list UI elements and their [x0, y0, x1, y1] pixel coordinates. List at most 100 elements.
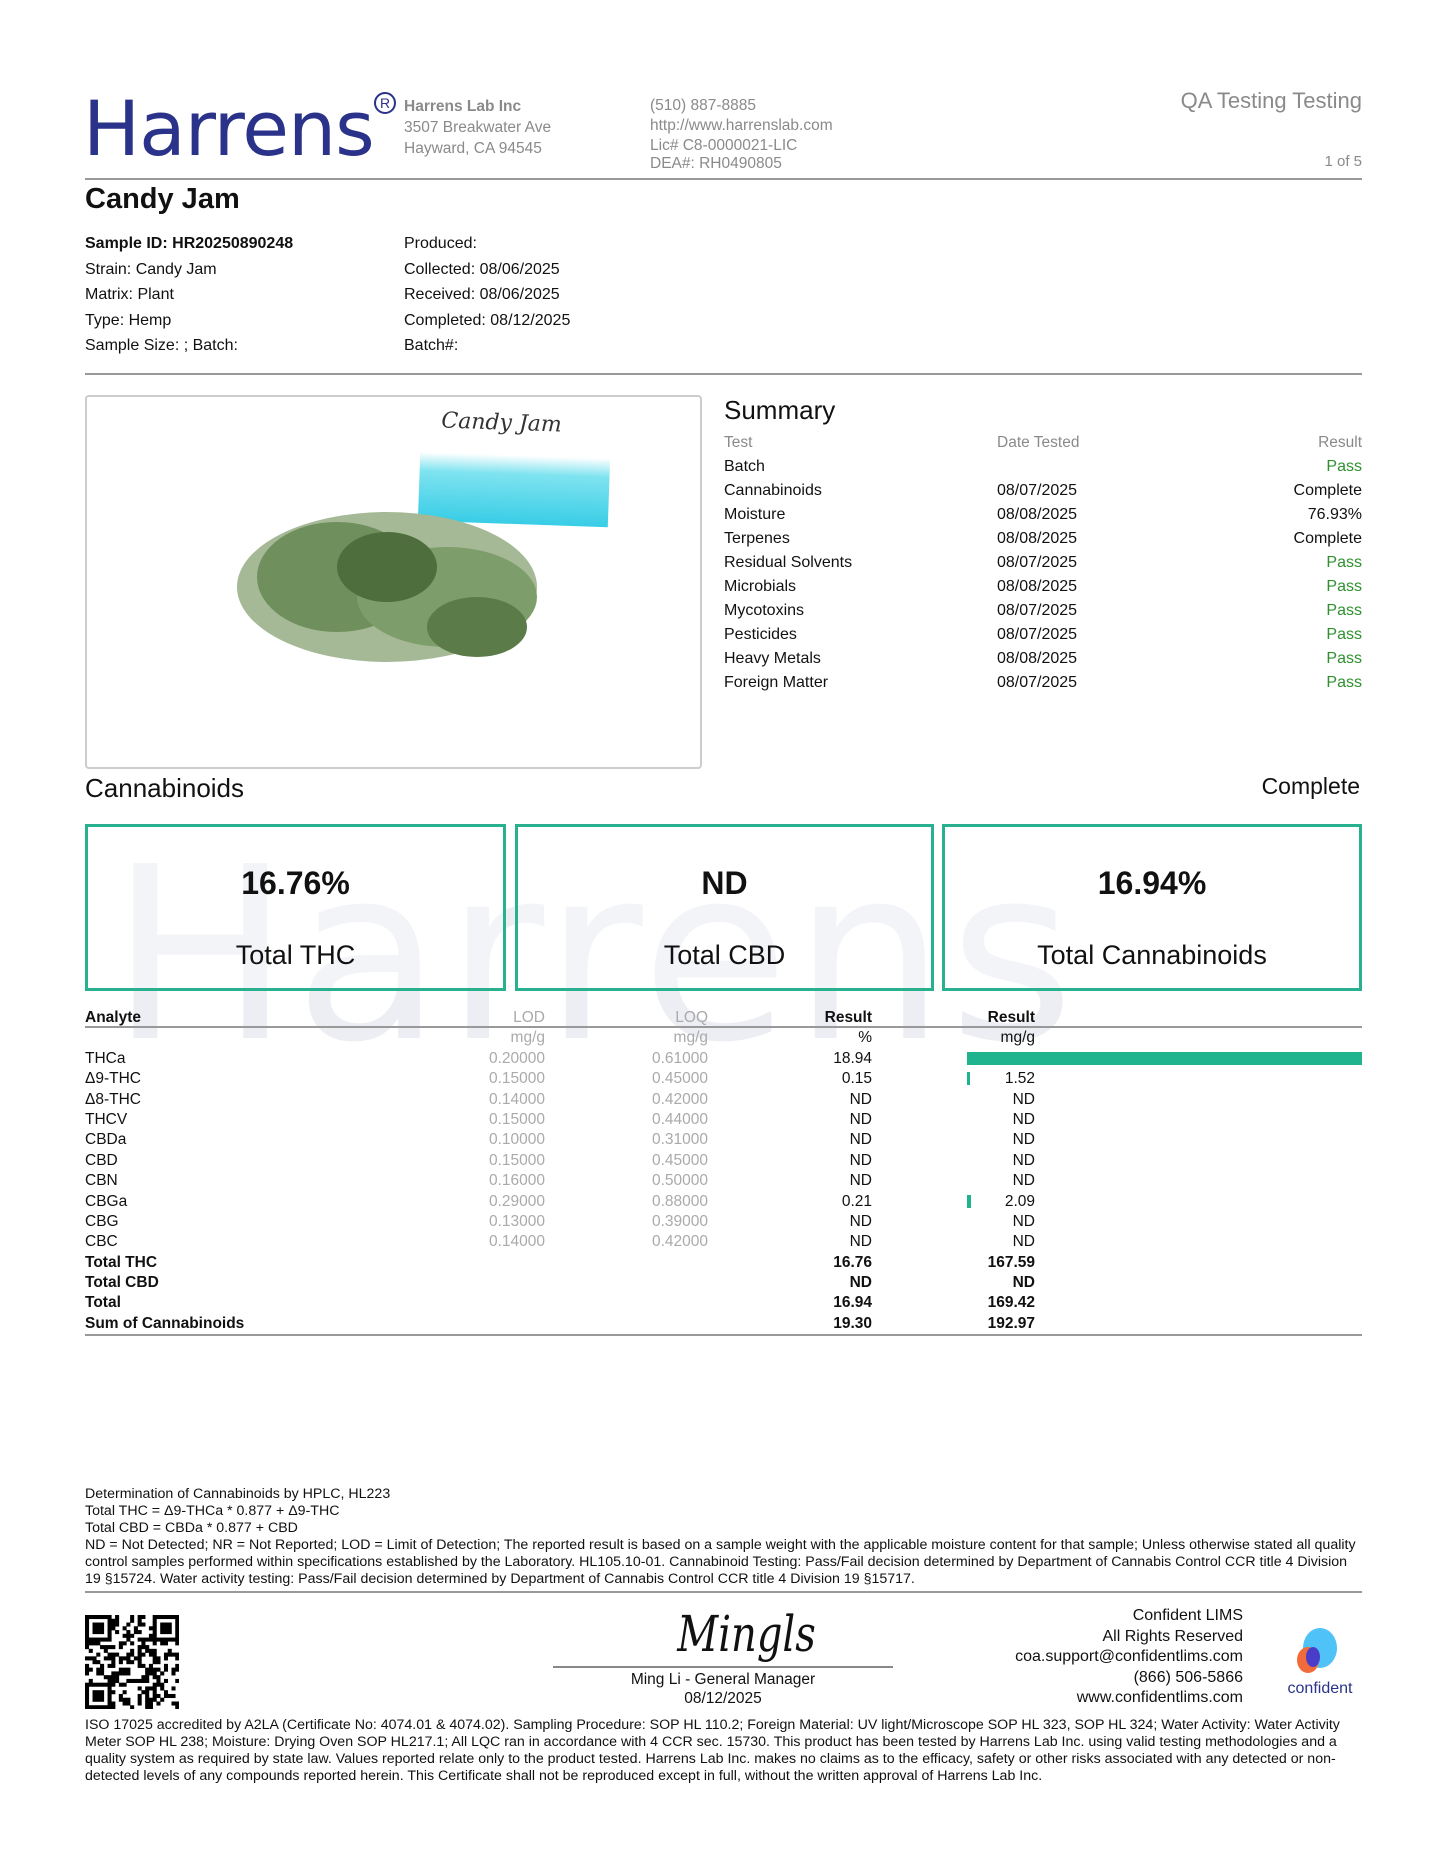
- lims-email[interactable]: coa.support@confidentlims.com: [1015, 1648, 1243, 1665]
- received: Received: 08/06/2025: [404, 286, 560, 304]
- table-row: CBD 0.15000 0.45000 ND ND: [85, 1151, 1362, 1171]
- summary-row: Foreign Matter 08/07/2025 Pass: [724, 671, 1362, 695]
- test-name: Pesticides: [724, 626, 797, 643]
- address-line: Hayward, CA 94545: [404, 140, 542, 157]
- summary-row: Residual Solvents 08/07/2025 Pass: [724, 551, 1362, 575]
- total-thc-box: 16.76% Total THC: [85, 824, 506, 991]
- total-name: Sum of Cannabinoids: [85, 1314, 245, 1332]
- registered-icon: R: [374, 92, 396, 114]
- test-name: Microbials: [724, 578, 797, 595]
- test-name: Batch: [724, 458, 765, 475]
- result-bar: [967, 1051, 1362, 1065]
- test-result: Pass: [1326, 554, 1362, 571]
- loq: 0.39000: [651, 1212, 708, 1230]
- phone: (510) 887-8885: [650, 97, 756, 114]
- address-line: 3507 Breakwater Ave: [404, 119, 552, 136]
- analyte: CBGa: [85, 1192, 128, 1210]
- total-row: Total THC 16.76 167.59: [85, 1253, 1362, 1273]
- result-pct: ND: [849, 1172, 872, 1190]
- qr-code[interactable]: [85, 1615, 179, 1709]
- test-result: 76.93%: [1307, 506, 1362, 523]
- page-number: 1 of 5: [1324, 153, 1362, 170]
- lod: 0.15000: [488, 1110, 545, 1128]
- col-result: Result: [1318, 434, 1362, 451]
- footnote: Determination of Cannabinoids by HPLC, H…: [85, 1486, 391, 1502]
- date-tested: 08/07/2025: [997, 602, 1078, 619]
- summary-row: Batch Pass: [724, 455, 1362, 479]
- lims-rights: All Rights Reserved: [1102, 1627, 1244, 1645]
- total-name: Total THC: [85, 1253, 158, 1271]
- summary-row: Microbials 08/08/2025 Pass: [724, 575, 1362, 599]
- col-date: Date Tested: [997, 434, 1080, 451]
- loq: 0.61000: [651, 1049, 708, 1067]
- result-pct: ND: [849, 1110, 872, 1128]
- date-tested: 08/07/2025: [997, 482, 1078, 499]
- total-mg: 167.59: [987, 1253, 1035, 1271]
- col-analyte: Analyte: [85, 1009, 141, 1026]
- result-mg: 2.09: [1004, 1192, 1035, 1210]
- test-name: Heavy Metals: [724, 650, 821, 667]
- analyte: THCV: [85, 1110, 128, 1128]
- result-mg: ND: [1012, 1131, 1035, 1149]
- date-tested: 08/07/2025: [997, 554, 1078, 571]
- divider: [85, 1591, 1362, 1593]
- table-row: THCV 0.15000 0.44000 ND ND: [85, 1110, 1362, 1130]
- lod: 0.29000: [488, 1192, 545, 1210]
- lod: 0.10000: [488, 1131, 545, 1149]
- result-bar: [967, 1072, 971, 1086]
- total-cbd-value: ND: [701, 865, 748, 901]
- page-title: Candy Jam: [85, 183, 240, 215]
- col-loq: LOQ: [675, 1009, 708, 1026]
- loq: 0.45000: [651, 1070, 708, 1088]
- test-name: Moisture: [724, 506, 786, 523]
- sample-id: Sample ID: HR20250890248: [85, 235, 294, 252]
- table-header: Analyte LOD LOQ Result Result: [85, 1008, 1362, 1029]
- result-mg: ND: [1012, 1090, 1035, 1108]
- test-name: Mycotoxins: [724, 602, 805, 619]
- website-link[interactable]: http://www.harrenslab.com: [650, 117, 833, 134]
- lims-website[interactable]: www.confidentlims.com: [1076, 1689, 1243, 1706]
- disclaimer: ISO 17025 accredited by A2LA (Certificat…: [85, 1717, 1340, 1784]
- sample-photo: Candy Jam: [85, 395, 702, 769]
- sample-size: Sample Size: ; Batch:: [85, 337, 238, 355]
- cannabinoids-status: Complete: [1261, 773, 1360, 799]
- lod: 0.16000: [488, 1172, 545, 1190]
- summary-row: Pesticides 08/07/2025 Pass: [724, 623, 1362, 647]
- total-mg: ND: [1012, 1274, 1035, 1292]
- lab-name: Harrens Lab Inc: [404, 98, 522, 115]
- summary-row: Cannabinoids 08/07/2025 Complete: [724, 479, 1362, 503]
- result-mg: ND: [1012, 1151, 1035, 1169]
- result-pct: 0.21: [841, 1192, 872, 1210]
- col-result-pct: Result: [824, 1009, 872, 1026]
- test-name: Terpenes: [724, 530, 790, 547]
- total-row: Sum of Cannabinoids 19.30 192.97: [85, 1314, 1362, 1334]
- result-pct: ND: [849, 1151, 872, 1169]
- test-name: Cannabinoids: [724, 482, 822, 499]
- summary-header: Test Date Tested Result: [724, 431, 1362, 455]
- collected: Collected: 08/06/2025: [404, 260, 560, 278]
- result-bar: [967, 1194, 972, 1208]
- batch-number: Batch#:: [404, 337, 459, 355]
- result-pct: ND: [849, 1131, 872, 1149]
- total-cbd-label: Total CBD: [663, 940, 786, 970]
- analyte: CBD: [85, 1151, 118, 1169]
- lod: 0.20000: [488, 1049, 545, 1067]
- total-name: Total CBD: [85, 1274, 159, 1292]
- harrens-logo: Harrens: [83, 84, 375, 173]
- total-cbd-box: ND Total CBD: [515, 824, 934, 991]
- divider: [85, 373, 1362, 375]
- loq: 0.42000: [651, 1233, 708, 1251]
- confident-logo-text: confident: [1287, 1680, 1353, 1697]
- summary-row: Heavy Metals 08/08/2025 Pass: [724, 647, 1362, 671]
- units-row: mg/g mg/g% mg/g: [85, 1028, 1362, 1048]
- result-mg: ND: [1012, 1110, 1035, 1128]
- total-pct: 16.94: [833, 1294, 872, 1312]
- sample-info-right: Produced: Collected: 08/06/2025 Received…: [404, 231, 570, 359]
- loq: 0.44000: [651, 1110, 708, 1128]
- produced: Produced:: [404, 235, 477, 252]
- analyte: Δ9-THC: [85, 1070, 141, 1088]
- lod: 0.15000: [488, 1070, 545, 1088]
- total-row: Total 16.94 169.42: [85, 1293, 1362, 1313]
- unit: %: [858, 1029, 872, 1047]
- total-cannabinoids-value: 16.94%: [1097, 865, 1207, 901]
